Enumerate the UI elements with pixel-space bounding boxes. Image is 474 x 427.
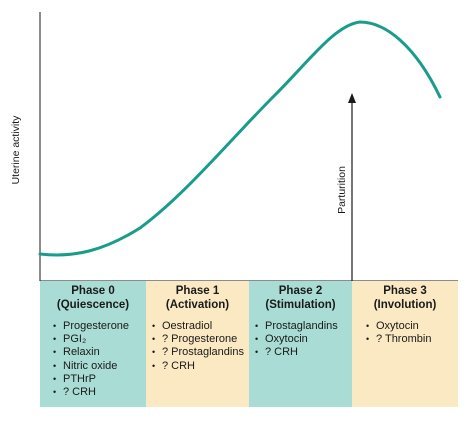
phase-2-box: Phase 2 (Stimulation) Prostaglandins Oxy…: [249, 281, 352, 407]
phase-1-title: Phase 1: [175, 285, 220, 297]
phase-3-box: Phase 3 (Involution) Oxytocin ? Thrombin: [352, 281, 458, 407]
parturition-label: Parturition: [336, 166, 348, 214]
phase-0-title: Phase 0: [71, 285, 115, 297]
list-item: Oxytocin: [366, 320, 458, 333]
phase-3-title: Phase 3: [383, 285, 427, 297]
phase-2-subtitle: (Stimulation): [265, 298, 336, 311]
uterine-activity-curve: [38, 20, 442, 257]
list-item: ? CRH: [255, 346, 352, 359]
y-axis-label: Uterine activity: [10, 115, 22, 185]
list-item: PGI₂: [53, 333, 146, 346]
phase-1-subtitle: (Activation): [165, 298, 230, 311]
phase-1-list: Oestradiol ? Progesterone ? Prostaglandi…: [146, 320, 249, 373]
list-item: Nitric oxide: [53, 360, 146, 373]
list-item: Progesterone: [53, 320, 146, 333]
list-item: ? CRH: [152, 360, 249, 373]
phase-2-title: Phase 2: [278, 285, 323, 297]
parturition-arrow-head: [348, 93, 356, 103]
list-item: Relaxin: [53, 346, 146, 359]
phase-3-subtitle: (Involution): [373, 298, 437, 311]
list-item: ? CRH: [53, 386, 146, 399]
phase-2-list: Prostaglandins Oxytocin ? CRH: [249, 320, 352, 360]
phase-0-subtitle: (Quiescence): [56, 298, 130, 311]
phase-3-list: Oxytocin ? Thrombin: [352, 320, 458, 347]
list-item: Prostaglandins: [255, 320, 352, 333]
phase-0-box: Phase 0 (Quiescence) Progesterone PGI₂ R…: [40, 281, 146, 407]
phase-1-box: Phase 1 (Activation) Oestradiol ? Proges…: [146, 281, 249, 407]
phase-0-list: Progesterone PGI₂ Relaxin Nitric oxide P…: [40, 320, 146, 399]
list-item: ? Progesterone: [152, 333, 249, 346]
list-item: Oxytocin: [255, 333, 352, 346]
list-item: PTHrP: [53, 373, 146, 386]
list-item: ? Prostaglandins: [152, 346, 249, 359]
list-item: ? Thrombin: [366, 333, 458, 346]
list-item: Oestradiol: [152, 320, 249, 333]
